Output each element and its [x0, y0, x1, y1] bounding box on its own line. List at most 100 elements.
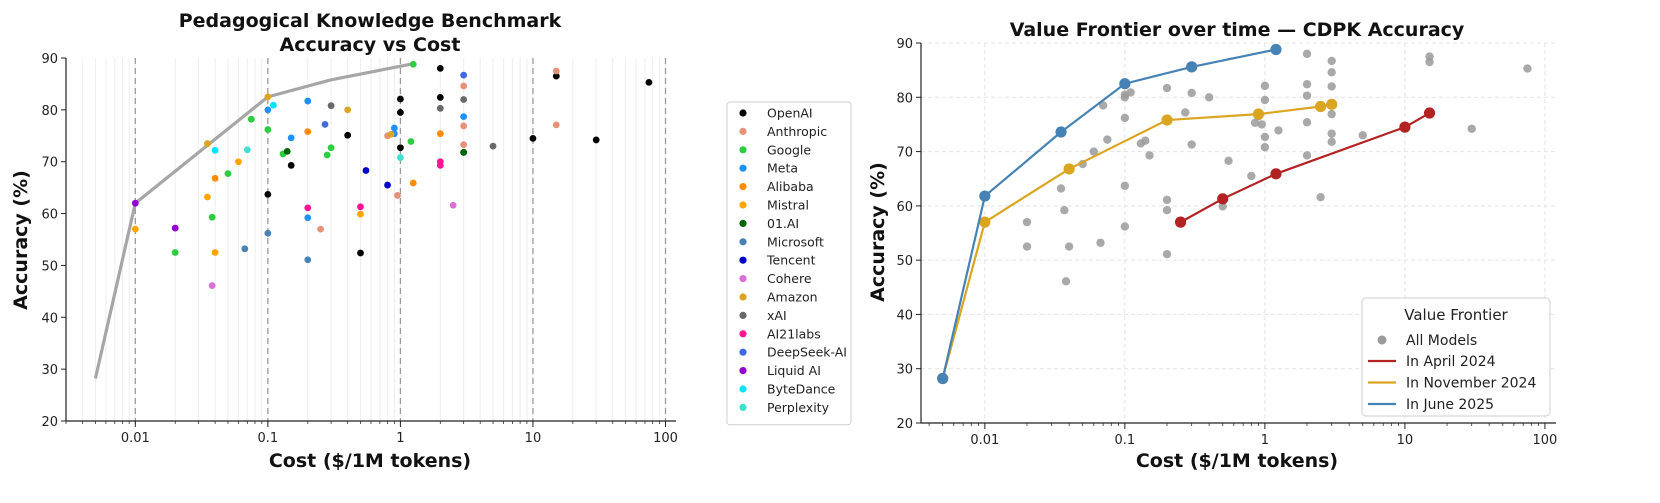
right-all-models-point — [1181, 108, 1190, 117]
left-point-meta — [264, 106, 272, 114]
left-series-perplexity — [243, 146, 404, 161]
right-legend-box — [1361, 297, 1551, 417]
left-point-perplexity — [243, 146, 251, 154]
left-series-alibaba — [211, 128, 444, 187]
left-point-xai — [489, 142, 497, 150]
right-ytick-label: 60 — [896, 200, 913, 215]
right-all-models-point — [1327, 82, 1336, 91]
left-x-axis-label: Cost ($/1M tokens) — [269, 450, 471, 472]
right-ytick-label: 80 — [896, 91, 913, 106]
left-series-deepseek-ai — [321, 71, 468, 128]
left-point-mistral — [131, 225, 139, 233]
right-all-models-point — [1302, 49, 1312, 59]
left-point-mistral — [235, 158, 242, 166]
right-all-models-point — [1120, 181, 1130, 190]
right-xtick-label: 0.1 — [1115, 433, 1136, 448]
right-all-models-point — [1022, 217, 1032, 227]
left-point-anthropic — [460, 82, 468, 90]
right-point-in-april-2024 — [1270, 168, 1282, 180]
right-point-in-november-2024 — [979, 216, 991, 228]
left-series-liquid-ai — [131, 199, 179, 232]
right-all-models-point — [1096, 238, 1105, 247]
right-all-models-point — [1204, 93, 1214, 102]
left-point-openai — [552, 72, 560, 80]
left-point-openai — [529, 134, 537, 142]
right-all-models-point — [1302, 118, 1312, 127]
legend-marker-ai21labs — [739, 330, 747, 338]
left-point-google — [409, 60, 417, 68]
legend-label-google: Google — [767, 142, 811, 157]
right-all-models-point — [1141, 136, 1150, 145]
right-ytick-label: 70 — [896, 146, 913, 161]
left-series-01-ai — [283, 147, 468, 156]
left-point-amazon — [204, 140, 211, 147]
left-chart-title-line1: Pedagogical Knowledge Benchmark — [179, 10, 562, 32]
right-all-models-point — [1257, 120, 1266, 129]
right-all-models-point — [1162, 195, 1172, 205]
right-all-models-point — [1358, 131, 1367, 140]
left-point-ai21labs — [436, 158, 444, 166]
left-point-deepseek-ai — [460, 71, 468, 79]
left-point-meta — [304, 97, 312, 105]
left-point-openai — [397, 95, 404, 103]
right-ytick-label: 40 — [896, 308, 913, 323]
left-point-alibaba — [409, 179, 417, 187]
legend-label-in-june-2025: In June 2025 — [1406, 397, 1494, 413]
right-all-models-point — [1089, 147, 1098, 156]
right-all-models-point — [1302, 80, 1312, 89]
right-all-models-point — [1218, 202, 1227, 211]
left-point-anthropic — [460, 141, 468, 149]
left-point-anthropic — [460, 122, 468, 130]
left-point-google — [224, 170, 232, 178]
right-all-models-point — [1327, 109, 1336, 119]
right-point-in-april-2024 — [1217, 193, 1229, 205]
left-ytick-label: 70 — [41, 156, 58, 171]
right-grid — [921, 42, 1556, 426]
left-series-anthropic — [317, 67, 560, 233]
legend-marker-liquid-ai — [739, 367, 747, 375]
legend-label-tencent: Tencent — [766, 253, 816, 268]
right-all-models-point — [1126, 88, 1135, 97]
left-point-mistral — [211, 249, 219, 256]
legend-label-deepseek-ai: DeepSeek-AI — [767, 345, 847, 360]
right-all-models-point — [1260, 132, 1270, 142]
right-x-axis-label: Cost ($/1M tokens) — [1136, 450, 1338, 472]
right-all-models-point — [1316, 192, 1325, 202]
right-all-models-point — [1120, 222, 1130, 231]
legend-marker-meta — [739, 164, 747, 172]
left-point-meta — [304, 214, 312, 222]
right-all-models-point — [1162, 206, 1172, 215]
right-point-in-november-2024 — [1314, 100, 1327, 113]
left-point-openai — [357, 249, 364, 257]
left-point-deepseek-ai — [321, 120, 329, 128]
legend-label-in-april-2024: In April 2024 — [1406, 354, 1496, 370]
left-point-cohere — [449, 201, 457, 209]
left-ytick-label: 40 — [41, 311, 58, 326]
right-point-in-june-2025 — [1186, 61, 1198, 73]
right-all-models-point — [1260, 95, 1270, 105]
right-legend: Value Frontier All Models In April 2024 In … — [1361, 297, 1551, 417]
left-point-ai21labs — [357, 203, 364, 211]
left-point-alibaba — [211, 174, 219, 182]
left-point-openai — [436, 94, 444, 101]
legend-marker-cohere — [739, 275, 747, 283]
legend-marker-openai — [739, 109, 747, 117]
left-point-anthropic — [317, 225, 325, 233]
right-point-in-april-2024 — [1174, 216, 1187, 228]
left-point-ai21labs — [304, 204, 312, 212]
legend-label-cohere: Cohere — [767, 271, 812, 286]
left-point-alibaba — [304, 128, 312, 136]
left-ytick-label: 50 — [41, 259, 58, 274]
right-all-models — [1022, 45, 1532, 286]
left-point-xai — [327, 102, 335, 110]
right-all-models-point — [1302, 151, 1312, 160]
left-point-mistral — [357, 210, 364, 218]
right-all-models-point — [1260, 81, 1270, 91]
left-point-01-ai — [460, 148, 468, 156]
left-ytick-label: 60 — [41, 208, 58, 223]
right-all-models-point — [1274, 126, 1283, 135]
left-xtick-label: 0.01 — [121, 431, 150, 446]
legend-label-bytedance: ByteDance — [767, 382, 836, 397]
right-all-models-point — [1425, 52, 1434, 61]
